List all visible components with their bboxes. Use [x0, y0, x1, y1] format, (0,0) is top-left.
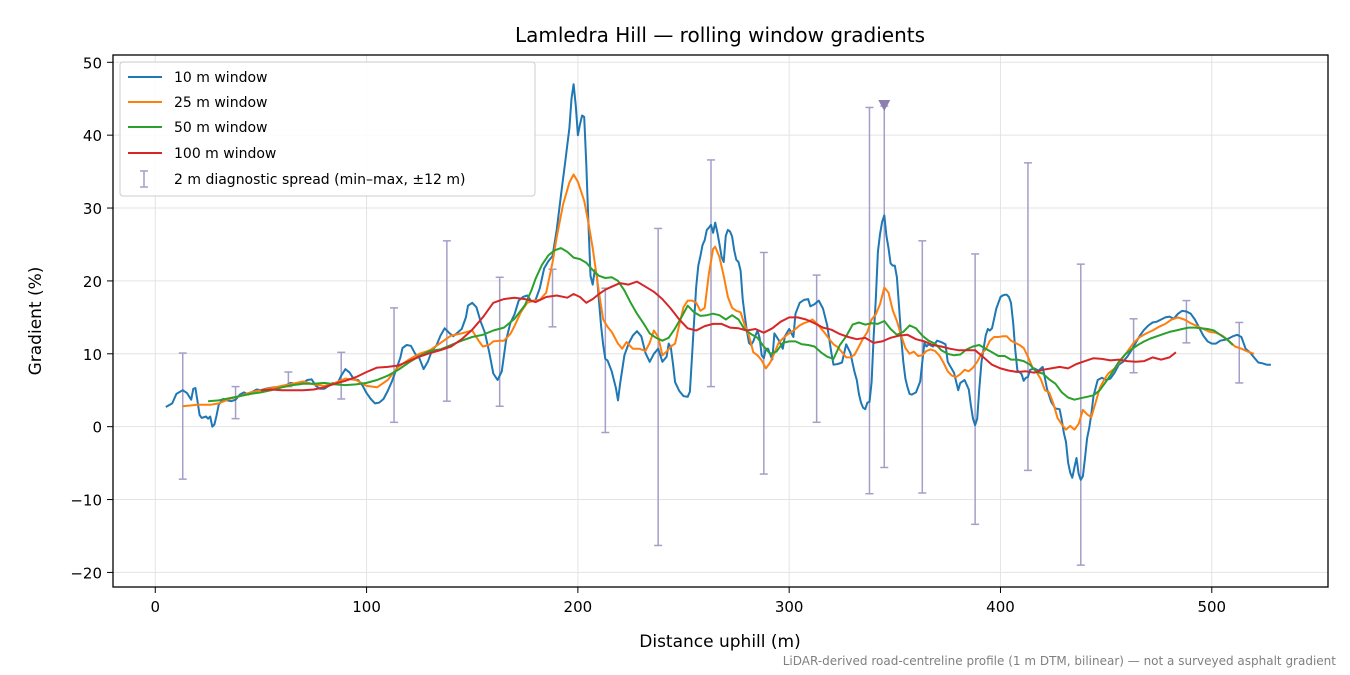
y-tick-label: 0	[92, 419, 102, 437]
x-tick-label: 100	[352, 598, 381, 616]
series-line-2	[182, 173, 1255, 431]
series-line-1	[165, 83, 1271, 481]
spread-bar	[442, 240, 451, 402]
y-axis-label: Gradient (%)	[26, 267, 46, 376]
spread-bar	[865, 106, 874, 495]
y-tick-label: 50	[83, 54, 102, 72]
x-axis-label: Distance uphill (m)	[639, 632, 800, 652]
spread-bar	[706, 159, 715, 388]
spread-bar	[971, 253, 980, 526]
y-tick-label: 30	[83, 200, 102, 218]
legend-swatch	[140, 170, 148, 188]
chart-title: Lamledra Hill — rolling window gradients	[515, 23, 925, 47]
spread-bar	[548, 268, 557, 328]
x-tick-label: 400	[986, 598, 1015, 616]
y-tick-label: 20	[83, 273, 102, 291]
plot-frame	[112, 54, 1329, 588]
spread-bar	[1023, 162, 1032, 472]
spread-bar	[654, 227, 663, 547]
y-tick-label: −20	[70, 564, 102, 582]
series-line-4	[260, 280, 1177, 392]
plot-area	[165, 83, 1271, 566]
x-tick-label: 300	[775, 598, 804, 616]
x-tick-label: 200	[564, 598, 593, 616]
spread-max-marker	[878, 100, 891, 112]
x-tick-label: 0	[150, 598, 160, 616]
footnote: LiDAR-derived road-centreline profile (1…	[783, 654, 1337, 668]
spread-bar	[231, 385, 240, 420]
legend-label: 2 m diagnostic spread (min–max, ±12 m)	[174, 172, 465, 188]
y-tick-label: −10	[70, 492, 102, 510]
spread-bar	[495, 276, 504, 408]
legend-box	[119, 61, 536, 197]
axes: 0 100 200 300 400 500 −20 −10 0 10 20 30 40 50	[70, 54, 1226, 616]
spread-bar	[1235, 321, 1244, 384]
legend-label: 100 m window	[174, 146, 276, 162]
y-tick-label: 10	[83, 346, 102, 364]
legend-label: 25 m window	[174, 95, 267, 111]
legend-label: 50 m window	[174, 120, 267, 136]
spread-bar	[178, 352, 187, 480]
legend: 10 m window 25 m window 50 m window 100 m w…	[119, 61, 536, 197]
legend-label: 10 m window	[174, 70, 267, 86]
x-tick-label: 500	[1197, 598, 1226, 616]
y-tick-label: 40	[83, 127, 102, 145]
